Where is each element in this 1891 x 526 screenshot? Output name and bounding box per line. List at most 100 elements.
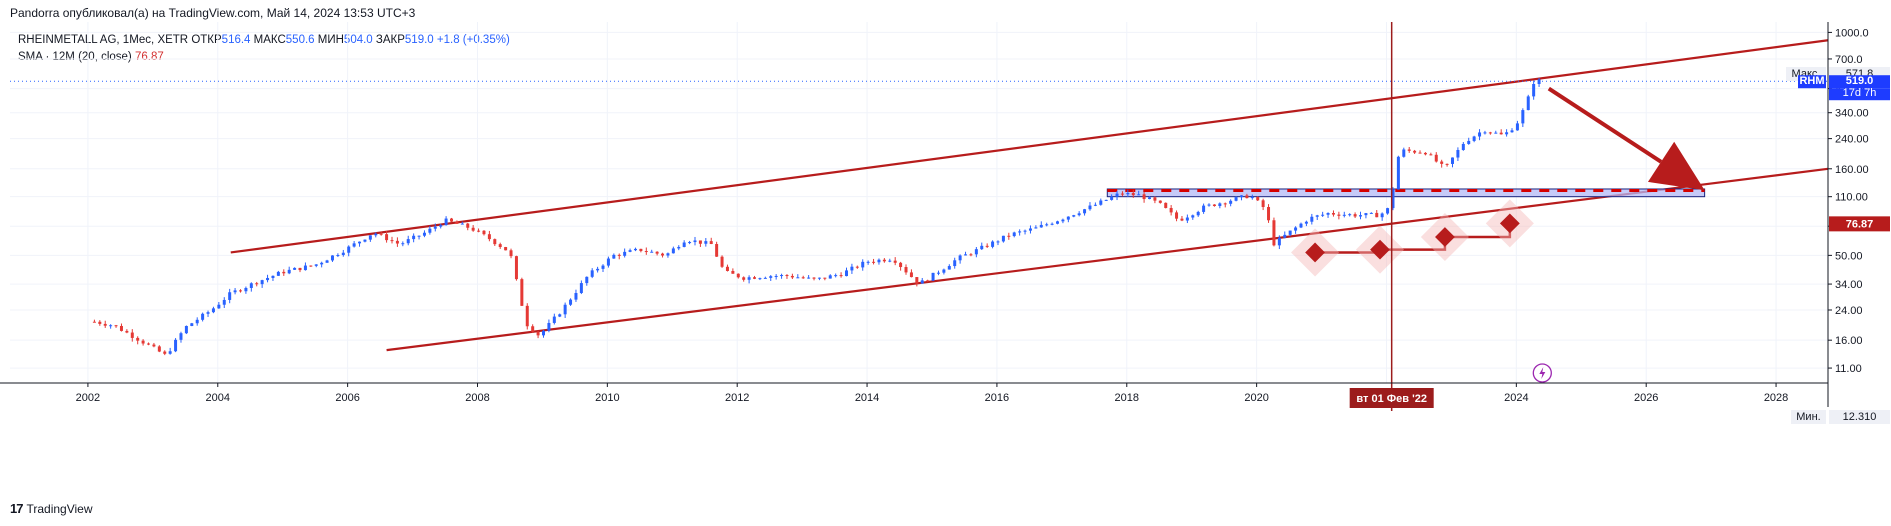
candle	[1396, 155, 1400, 190]
candle-body	[157, 346, 161, 352]
candle	[374, 232, 378, 238]
candle	[1461, 142, 1465, 151]
candle-body	[558, 314, 562, 317]
candle-body	[920, 280, 924, 284]
candle	[390, 236, 394, 244]
candle	[812, 277, 816, 281]
candle	[661, 252, 665, 258]
candle	[758, 277, 762, 281]
candle-body	[1342, 214, 1346, 216]
candle-body	[1158, 200, 1162, 203]
candle-body	[1261, 200, 1265, 208]
candle	[1115, 190, 1119, 201]
time-scale[interactable]: 2002 2004 2006 2008 2010 2012 2014 2016 2018 2020…	[76, 363, 1789, 408]
candle	[1521, 108, 1525, 128]
candle-body	[639, 248, 643, 252]
candle-body	[1153, 197, 1157, 201]
candle-body	[1391, 189, 1395, 209]
candle	[444, 216, 448, 226]
candle	[298, 267, 302, 273]
candle	[201, 312, 205, 322]
candle	[877, 258, 881, 265]
candle-body	[1207, 204, 1211, 206]
resistance-zone[interactable]	[1106, 188, 1706, 198]
candle-body	[444, 218, 448, 226]
price-tick-label: 160.00	[1835, 164, 1869, 176]
candle	[1450, 157, 1454, 168]
candle	[736, 273, 740, 279]
candle	[1018, 229, 1022, 236]
candle	[1110, 194, 1114, 201]
candle	[1364, 212, 1368, 219]
candle-body	[839, 275, 843, 277]
sma-legend[interactable]: SMA · 12M (20, close) 76.87	[18, 51, 164, 63]
symbol-name[interactable]: RHEINMETALL AG, 1Мес, XETR	[18, 34, 189, 46]
candle-body	[693, 240, 697, 243]
candle	[926, 279, 930, 282]
candle-body	[855, 266, 859, 268]
price-tick-label: 11.00	[1835, 363, 1862, 375]
candle	[942, 268, 946, 275]
candle	[141, 339, 145, 346]
sma-marker-diamond	[1435, 227, 1455, 247]
time-tick-label: 2018	[1115, 392, 1139, 404]
candle-body	[958, 255, 962, 261]
candle	[152, 342, 156, 348]
candle-body	[341, 252, 345, 256]
symbol-legend: RHEINMETALL AG, 1Мес, XETR ОТКР516.4 МАК…	[18, 34, 510, 46]
candle	[1088, 202, 1092, 211]
candle	[698, 240, 702, 247]
candle	[617, 253, 621, 260]
candle	[531, 324, 535, 333]
candle	[828, 274, 832, 279]
candle	[466, 222, 470, 231]
candle	[855, 265, 859, 269]
candle-body	[1499, 132, 1503, 135]
candle	[682, 240, 686, 248]
candle-body	[520, 279, 524, 306]
candle-body	[1434, 154, 1438, 162]
tradingview-footer[interactable]: 17 TradingView	[10, 501, 93, 516]
candle	[633, 247, 637, 252]
forecast-arrow[interactable]	[1547, 86, 1705, 191]
candle-body	[1093, 204, 1097, 206]
sma-legend-value: 76.87	[134, 51, 164, 63]
candle-body	[1229, 200, 1233, 204]
candle	[1239, 195, 1243, 201]
close-label: ЗАКР	[375, 34, 405, 46]
candle-body	[282, 271, 286, 274]
candle-body	[628, 250, 632, 252]
candle-body	[1450, 157, 1454, 164]
candle-body	[433, 226, 437, 229]
candle-body	[1077, 213, 1081, 216]
candle-body	[758, 278, 762, 280]
candle-body	[1429, 154, 1433, 156]
sma-price-tag-bg	[1829, 216, 1890, 232]
candle	[1359, 211, 1363, 220]
candle-body	[866, 261, 870, 263]
candle-body	[271, 275, 275, 278]
candle-body	[682, 242, 686, 247]
candle-body	[915, 277, 919, 284]
candle	[866, 260, 870, 265]
candle	[1321, 211, 1325, 217]
candle	[1304, 220, 1308, 227]
price-tick-label: 1000.0	[1835, 27, 1869, 39]
candle	[1169, 205, 1173, 216]
candle	[1288, 230, 1292, 237]
candle	[460, 221, 464, 225]
change-value: +1.8 (+0.35%)	[436, 34, 510, 46]
candle-body	[460, 223, 464, 225]
candle-body	[1072, 215, 1076, 217]
candle-body	[650, 251, 654, 253]
channel-lines[interactable]	[230, 39, 1829, 352]
candle-body	[471, 227, 475, 231]
candle-body	[1483, 132, 1487, 134]
candle	[168, 347, 172, 355]
candle	[974, 246, 978, 258]
candle	[1483, 130, 1487, 135]
candle	[964, 251, 968, 256]
candle-body	[152, 344, 156, 347]
candle-body	[1283, 234, 1287, 238]
